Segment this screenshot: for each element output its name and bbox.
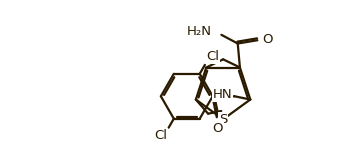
Text: Cl: Cl: [206, 50, 219, 63]
Text: H₂N: H₂N: [187, 25, 212, 38]
Text: O: O: [213, 122, 223, 135]
Text: Cl: Cl: [154, 129, 167, 142]
Text: HN: HN: [213, 88, 232, 101]
Text: O: O: [262, 33, 273, 46]
Text: S: S: [219, 113, 227, 126]
